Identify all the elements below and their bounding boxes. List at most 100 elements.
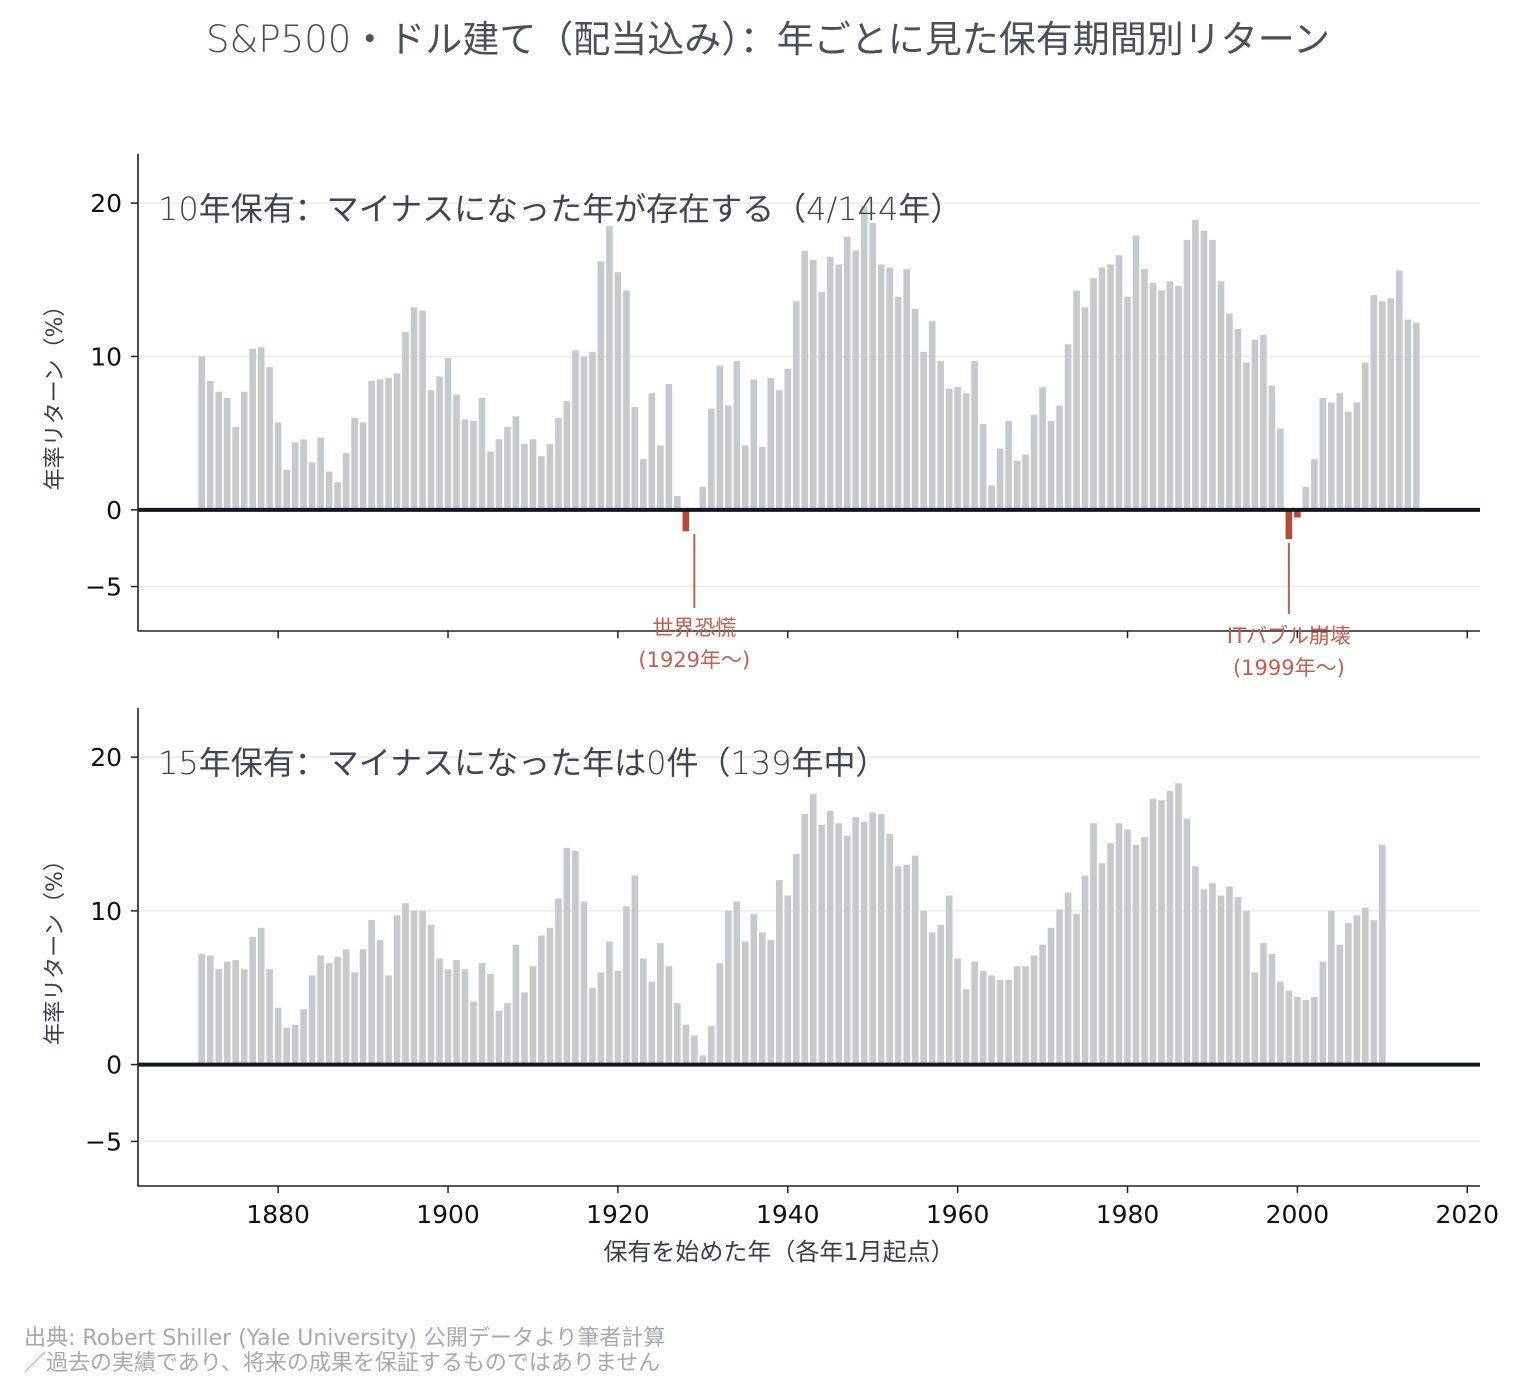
bar — [1047, 927, 1055, 1065]
bar — [801, 250, 809, 510]
y-axis-label: 年率リターン（%） — [43, 849, 68, 1045]
bar — [775, 390, 783, 510]
bar — [852, 817, 860, 1065]
bar — [860, 206, 868, 510]
bar — [206, 380, 214, 510]
bar — [1353, 402, 1361, 510]
bar — [393, 915, 401, 1065]
bar — [589, 987, 596, 1065]
bar — [402, 903, 409, 1065]
bar — [665, 384, 673, 510]
bar — [351, 417, 358, 510]
bar — [257, 347, 265, 510]
bar — [894, 866, 902, 1065]
x-tick-label: 1900 — [416, 1200, 480, 1229]
bar — [308, 462, 316, 510]
bar — [724, 910, 732, 1065]
bar — [1336, 393, 1344, 510]
bar — [708, 408, 715, 510]
bar — [1243, 362, 1250, 510]
bar — [1294, 996, 1301, 1065]
bar — [300, 439, 307, 510]
bar — [504, 1003, 511, 1065]
bar — [1353, 915, 1361, 1065]
bar — [767, 377, 775, 510]
bar — [1098, 863, 1106, 1065]
bar — [920, 910, 927, 1065]
bar — [359, 422, 367, 510]
bar — [359, 949, 367, 1065]
bar — [674, 1003, 681, 1065]
bar — [1124, 296, 1131, 510]
bar — [657, 943, 664, 1065]
bar — [453, 394, 460, 510]
bar — [869, 223, 877, 510]
bar — [877, 264, 885, 510]
bar — [614, 272, 622, 510]
bar — [538, 456, 545, 510]
bar — [1090, 278, 1097, 510]
bar — [376, 379, 384, 510]
bar — [546, 927, 554, 1065]
bar — [1362, 907, 1369, 1065]
negative-bar — [1285, 509, 1293, 539]
bar — [1192, 219, 1199, 510]
bar — [928, 932, 936, 1065]
bar — [1064, 892, 1072, 1065]
bar — [1217, 895, 1225, 1065]
bar — [750, 913, 758, 1065]
bar — [1345, 923, 1352, 1065]
bar — [962, 989, 970, 1065]
bar — [1149, 798, 1157, 1065]
bar — [1200, 889, 1208, 1065]
bar — [563, 847, 571, 1065]
bar — [945, 388, 953, 510]
bar — [1268, 385, 1276, 510]
bar — [368, 380, 375, 510]
bar — [894, 296, 902, 510]
bar — [385, 975, 392, 1065]
bar — [843, 236, 851, 510]
bar — [1064, 344, 1072, 510]
bar — [215, 969, 223, 1065]
bar — [1370, 295, 1378, 510]
bar — [283, 469, 290, 510]
bar — [198, 356, 206, 510]
bar — [903, 864, 910, 1065]
bar — [1302, 486, 1310, 510]
y-tick-label: 10 — [90, 897, 122, 926]
annotation-sublabel: (1999年～) — [1233, 656, 1345, 680]
bar — [1370, 920, 1378, 1065]
bar — [1192, 866, 1199, 1065]
bar — [512, 944, 520, 1065]
bar — [495, 439, 503, 510]
bar — [741, 941, 749, 1065]
bar — [1013, 966, 1021, 1065]
bar — [1387, 298, 1395, 510]
bar — [716, 365, 724, 510]
bar — [521, 992, 528, 1065]
bar — [1379, 844, 1386, 1065]
bar — [385, 377, 392, 510]
bar — [240, 391, 248, 510]
bar — [886, 267, 894, 510]
bar — [741, 445, 749, 510]
bar — [487, 973, 494, 1065]
bar — [614, 970, 622, 1065]
panel-15-year: −5 0 10 20 1880 1900 1920 1940 1960 1980 2000 2020 1… — [43, 708, 1499, 1266]
bar — [801, 814, 809, 1065]
bar — [988, 975, 995, 1065]
y-axis-label: 年率リターン（%） — [43, 295, 68, 491]
bar — [1328, 402, 1335, 510]
bar — [1260, 943, 1267, 1065]
bar — [1328, 910, 1335, 1065]
bar — [580, 901, 588, 1065]
bar — [461, 969, 469, 1065]
panel-title: 15年保有：マイナスになった年は0件（139年中） — [158, 744, 888, 782]
bar — [1175, 285, 1182, 510]
bar — [1081, 875, 1089, 1065]
bar — [750, 379, 758, 510]
x-tick-label: 2000 — [1266, 1200, 1330, 1229]
bar — [487, 451, 494, 510]
bar — [308, 975, 316, 1065]
